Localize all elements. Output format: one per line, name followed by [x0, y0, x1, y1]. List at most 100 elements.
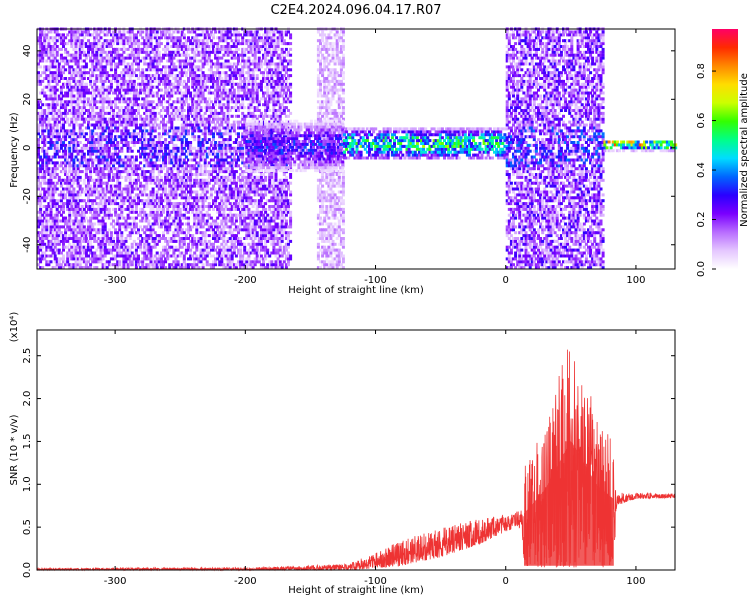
spectrogram-cell [49, 50, 53, 54]
spectrogram-cell [170, 184, 174, 188]
spectrogram-cell [151, 213, 155, 217]
spectrogram-cell [157, 207, 161, 211]
spectrogram-cell [164, 114, 168, 118]
spectrogram-cell [191, 114, 195, 118]
spectrogram-cell [134, 266, 138, 270]
spectrogram-cell [216, 132, 220, 136]
spectrogram-cell [209, 33, 213, 37]
spectrogram-cell [134, 126, 138, 130]
spectrogram-cell [43, 94, 47, 98]
spectrogram-cell [166, 65, 170, 69]
spectrogram-cell [218, 263, 222, 267]
spectrogram-cell [41, 71, 45, 75]
spectrogram-cell [199, 210, 203, 214]
spectrogram-cell [170, 50, 174, 54]
spectrogram-cell [55, 213, 59, 217]
spectrogram-cell [149, 141, 153, 144]
spectrogram-cell [141, 77, 145, 80]
spectrogram-cell [45, 225, 49, 229]
spectrogram-cell [209, 190, 213, 194]
spectrogram-cell [162, 97, 165, 101]
spectrogram-cell [189, 59, 193, 63]
spectrogram-cell [220, 181, 224, 185]
spectrogram-cell [72, 257, 76, 261]
spectrogram-cell [180, 266, 184, 270]
spectrogram-cell [184, 56, 188, 60]
spectrogram-cell [166, 53, 170, 57]
spectrogram-cell [168, 205, 172, 208]
spectrogram-cell [162, 74, 165, 78]
spectrogram-cell [191, 158, 195, 162]
spectrogram-cell [82, 178, 86, 182]
spectrogram-cell [218, 100, 222, 104]
spectrogram-cell [89, 111, 93, 115]
spectrogram-cell [184, 196, 188, 200]
spectrogram-cell [43, 237, 47, 240]
spectrogram-cell [147, 196, 151, 200]
spectrogram-cell [55, 82, 59, 86]
spectrogram-cell [164, 196, 168, 200]
spectrogram-cell [222, 181, 226, 185]
spectrogram-cell [182, 117, 186, 121]
spectrogram-cell [220, 62, 224, 66]
spectrogram-cell [207, 173, 211, 176]
spectrogram-cell [39, 219, 43, 223]
spectrogram-cell [195, 39, 199, 43]
spectrogram-cell [193, 120, 197, 124]
spectrogram-cell [43, 50, 47, 54]
spectrogram-cell [224, 193, 228, 197]
spectrogram-cell [93, 213, 97, 217]
spectrogram-cell [62, 257, 65, 261]
spectrogram-cell [172, 85, 176, 89]
spectrogram-cell [137, 213, 140, 217]
spectrogram-cell [143, 88, 147, 92]
spectrogram-cell [151, 111, 155, 115]
spectrogram-cell [199, 117, 203, 121]
spectrogram-cell [124, 56, 128, 60]
spectrogram-cell [45, 33, 49, 37]
spectrogram-cell [114, 100, 118, 104]
spectrogram-cell [143, 231, 147, 235]
spectrogram-cell [132, 143, 136, 147]
spectrogram-cell [205, 45, 209, 48]
spectrogram-cell [187, 219, 190, 223]
spectrogram-cell [164, 251, 168, 255]
spectrogram-cell [143, 237, 147, 240]
spectrogram-cell [59, 205, 63, 208]
spectrogram-cell [214, 225, 218, 229]
spectrogram-cell [124, 196, 128, 200]
spectrogram-cell [209, 126, 213, 130]
spectrogram-cell [43, 210, 47, 214]
spectrogram-cell [222, 45, 226, 48]
spectrogram-cell [49, 260, 53, 264]
spectrogram-cell [78, 129, 82, 133]
spectrogram-cell [62, 202, 65, 206]
spectrogram-cell [224, 82, 228, 86]
spectrogram-cell [72, 161, 76, 165]
spectrogram-cell [99, 47, 103, 51]
spectrogram-cell [87, 199, 90, 203]
spectrogram-cell [62, 167, 65, 171]
spectrogram-cell [209, 216, 213, 220]
spectrogram-cell [193, 56, 197, 60]
spectrogram-cell [203, 59, 207, 63]
spectrogram-cell [176, 178, 180, 182]
spectrogram-cell [112, 114, 115, 118]
spectrogram-cell [87, 117, 90, 121]
spectrogram-cell [87, 231, 90, 235]
spectrogram-cell [191, 146, 195, 150]
spectrogram-cell [109, 106, 113, 110]
spectrogram-cell [112, 143, 115, 147]
spectrogram-cell [195, 178, 199, 182]
spectrogram-cell [120, 71, 124, 75]
spectrogram-cell [209, 42, 213, 46]
spectrogram-cell [109, 120, 113, 124]
spectrogram-cell [78, 126, 82, 130]
spectrogram-cell [122, 33, 126, 37]
spectrogram-cell [157, 68, 161, 72]
spectrogram-cell [143, 239, 147, 243]
spectrogram-cell [209, 74, 213, 78]
spectrogram-cell [145, 114, 149, 118]
spectrogram-cell [128, 39, 132, 43]
spectrogram-cell [57, 228, 61, 232]
